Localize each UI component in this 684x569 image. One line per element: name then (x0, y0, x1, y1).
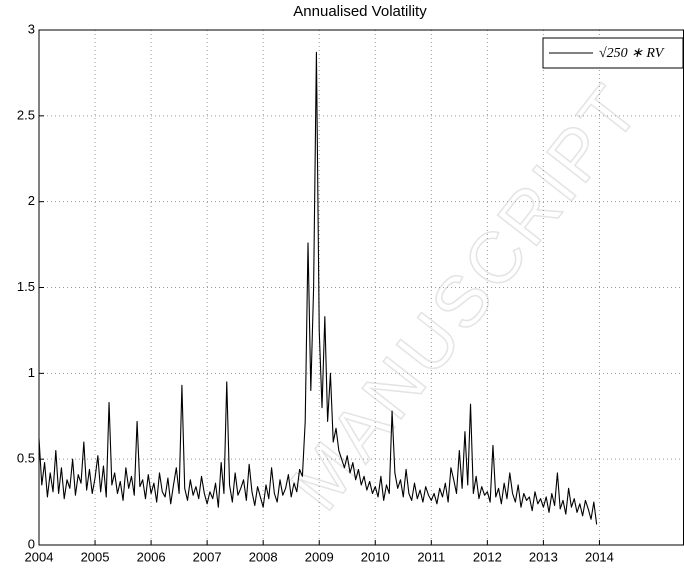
y-tick-label: 0 (28, 536, 35, 551)
x-tick-label: 2005 (81, 549, 110, 564)
x-tick-label: 2007 (193, 549, 222, 564)
x-tick-label: 2010 (361, 549, 390, 564)
x-tick-label: 2006 (137, 549, 166, 564)
x-tick-label: 2008 (249, 549, 278, 564)
chart-title: Annualised Volatility (293, 3, 427, 20)
y-tick-label: 1 (28, 365, 35, 380)
y-tick-label: 2 (28, 193, 35, 208)
y-tick-label: 2.5 (17, 107, 35, 122)
x-tick-label: 2004 (25, 549, 54, 564)
x-tick-label: 2014 (585, 549, 614, 564)
data-line (38, 51, 598, 525)
y-tick-label: 3 (28, 21, 35, 36)
x-tick-label: 2013 (529, 549, 558, 564)
y-tick-label: 1.5 (17, 279, 35, 294)
x-tick-label: 2009 (305, 549, 334, 564)
legend-label: √250 ∗ RV (599, 46, 665, 61)
x-tick-label: 2011 (417, 549, 445, 564)
x-tick-label: 2012 (473, 549, 502, 564)
y-tick-label: 0.5 (17, 451, 35, 466)
